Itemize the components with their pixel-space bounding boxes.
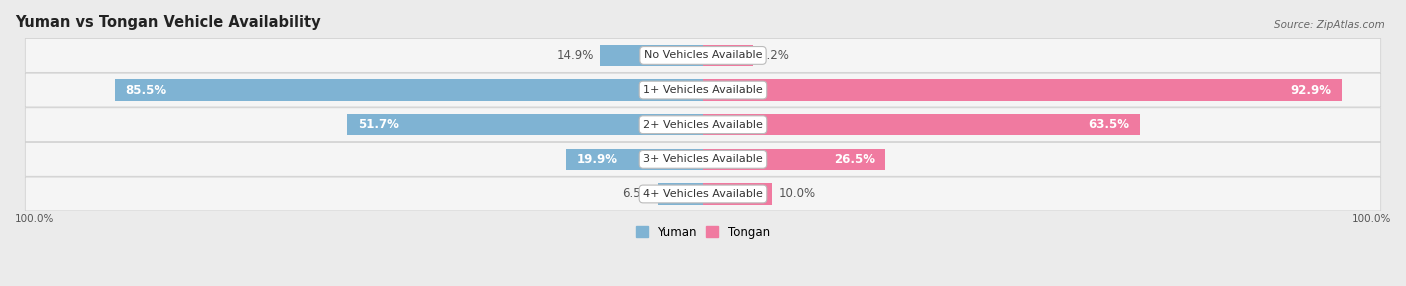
FancyBboxPatch shape — [25, 39, 1381, 72]
Bar — [703, 149, 886, 170]
FancyBboxPatch shape — [25, 73, 1381, 107]
FancyBboxPatch shape — [25, 142, 1381, 176]
Text: 85.5%: 85.5% — [125, 84, 166, 97]
Text: 92.9%: 92.9% — [1291, 84, 1331, 97]
Text: 2+ Vehicles Available: 2+ Vehicles Available — [643, 120, 763, 130]
Text: Source: ZipAtlas.com: Source: ZipAtlas.com — [1274, 20, 1385, 30]
Bar — [600, 45, 703, 66]
Bar — [703, 114, 1140, 136]
Bar — [658, 183, 703, 205]
Bar — [703, 45, 752, 66]
Text: 26.5%: 26.5% — [834, 153, 875, 166]
Text: 100.0%: 100.0% — [15, 214, 55, 224]
Text: 1+ Vehicles Available: 1+ Vehicles Available — [643, 85, 763, 95]
Text: No Vehicles Available: No Vehicles Available — [644, 50, 762, 60]
Text: Yuman vs Tongan Vehicle Availability: Yuman vs Tongan Vehicle Availability — [15, 15, 321, 30]
Bar — [567, 149, 703, 170]
Text: 100.0%: 100.0% — [1351, 214, 1391, 224]
Bar — [115, 79, 703, 101]
FancyBboxPatch shape — [25, 177, 1381, 211]
Legend: Yuman, Tongan: Yuman, Tongan — [631, 221, 775, 243]
Text: 4+ Vehicles Available: 4+ Vehicles Available — [643, 189, 763, 199]
Bar — [347, 114, 703, 136]
Text: 51.7%: 51.7% — [357, 118, 398, 131]
FancyBboxPatch shape — [25, 108, 1381, 142]
Text: 7.2%: 7.2% — [759, 49, 789, 62]
Text: 3+ Vehicles Available: 3+ Vehicles Available — [643, 154, 763, 164]
Bar — [703, 183, 772, 205]
Text: 6.5%: 6.5% — [621, 188, 651, 200]
Text: 10.0%: 10.0% — [779, 188, 815, 200]
Text: 63.5%: 63.5% — [1088, 118, 1129, 131]
Text: 14.9%: 14.9% — [557, 49, 593, 62]
Text: 19.9%: 19.9% — [576, 153, 617, 166]
Bar — [703, 79, 1343, 101]
